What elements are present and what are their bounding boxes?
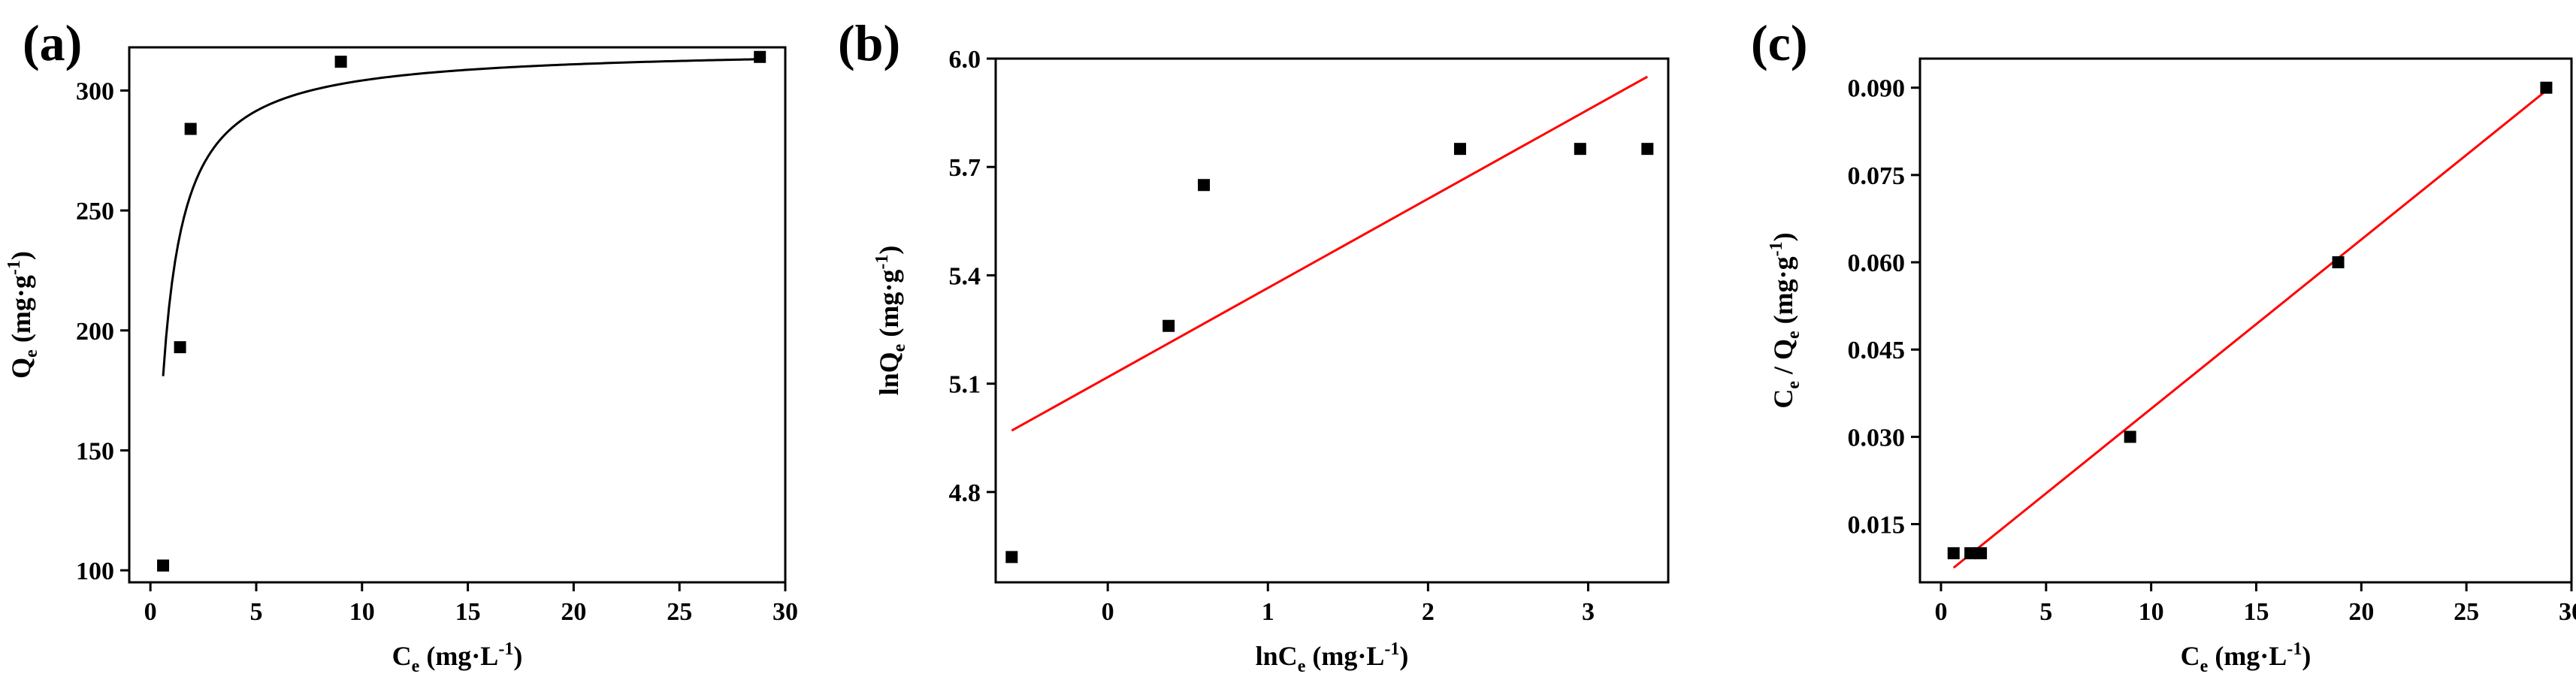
x-axis-title: lnCe (mg·L-1) xyxy=(1256,639,1409,676)
y-axis-title: Ce / Qe (mg·g-1) xyxy=(1767,232,1804,408)
y-tick-label: 0.075 xyxy=(1848,162,1906,190)
y-tick-label: 5.7 xyxy=(949,154,981,182)
panel-label: (a) xyxy=(23,14,82,71)
x-tick-label: 15 xyxy=(2243,598,2269,626)
x-tick-label: 1 xyxy=(1262,598,1274,626)
data-point xyxy=(1163,319,1175,332)
data-point xyxy=(157,559,170,572)
x-tick-label: 0 xyxy=(144,598,157,626)
x-tick-label: 3 xyxy=(1582,598,1595,626)
y-tick-label: 0.090 xyxy=(1848,75,1906,103)
data-point xyxy=(1574,143,1586,156)
y-axis-title: Qe (mg·g-1) xyxy=(5,251,41,379)
data-point xyxy=(1453,143,1466,156)
y-tick-label: 5.4 xyxy=(949,262,981,290)
data-point xyxy=(2540,81,2553,94)
plot-frame xyxy=(994,57,1670,584)
x-tick-label: 0 xyxy=(1934,598,1947,626)
x-tick-label: 0 xyxy=(1102,598,1114,626)
x-tick-label: 25 xyxy=(2454,598,2479,626)
panel-a: (a) 0 5 10 15 20 25 30 100 150 200 250 300 Ce (mg·L-1… xyxy=(5,14,798,676)
data-point xyxy=(1964,547,1977,560)
data-point xyxy=(1005,551,1018,564)
y-tick-label: 5.1 xyxy=(949,371,981,399)
x-tick-label: 20 xyxy=(2348,598,2374,626)
x-tick-label: 25 xyxy=(667,598,692,626)
y-tick-label: 0.060 xyxy=(1848,249,1906,277)
data-point xyxy=(2332,256,2345,269)
x-tick-label: 5 xyxy=(249,598,262,626)
x-tick-label: 10 xyxy=(2139,598,2164,626)
x-tick-label: 10 xyxy=(349,598,375,626)
y-tick-label: 0.015 xyxy=(1848,512,1906,539)
x-axis-title: Ce (mg·L-1) xyxy=(2181,639,2311,676)
y-tick-label: 300 xyxy=(76,77,114,105)
panel-b: (b) 0 1 2 3 4.8 5.1 5.4 5.7 6.0 lnCe (mg·L-1) lnQe … xyxy=(838,14,1670,676)
data-point xyxy=(184,122,197,135)
plot-frame xyxy=(1918,57,2573,584)
y-tick-label: 100 xyxy=(76,558,114,585)
fit-curve xyxy=(162,58,760,376)
fit-line xyxy=(1952,89,2547,569)
data-point xyxy=(334,56,347,68)
fit-line xyxy=(1011,75,1649,432)
panel-c: (c) 0 5 10 15 20 25 30 0.015 0.030 0.045 0.060 0.075… xyxy=(1751,14,2576,676)
x-tick-label: 5 xyxy=(2039,598,2052,626)
data-point xyxy=(1641,143,1654,156)
y-tick-label: 200 xyxy=(76,318,114,346)
y-tick-label: 0.045 xyxy=(1848,337,1906,364)
panel-label: (c) xyxy=(1751,14,1807,71)
data-point xyxy=(1947,547,1960,560)
data-point xyxy=(174,341,186,354)
y-tick-label: 250 xyxy=(76,198,114,225)
panel-label: (b) xyxy=(838,14,900,71)
x-tick-label: 20 xyxy=(561,598,586,626)
data-point xyxy=(1975,547,1988,560)
x-tick-label: 15 xyxy=(455,598,481,626)
x-tick-label: 2 xyxy=(1422,598,1435,626)
plot-frame xyxy=(128,46,787,584)
y-axis-title: lnQe (mg·g-1) xyxy=(872,246,909,396)
x-axis-title: Ce (mg·L-1) xyxy=(392,639,523,676)
y-tick-label: 4.8 xyxy=(949,479,981,507)
x-tick-label: 30 xyxy=(772,598,798,626)
data-point xyxy=(2124,431,2136,443)
y-tick-label: 150 xyxy=(76,437,114,465)
y-tick-label: 0.030 xyxy=(1848,424,1906,452)
data-point xyxy=(754,50,766,63)
x-tick-label: 30 xyxy=(2559,598,2576,626)
y-tick-label: 6.0 xyxy=(949,46,981,74)
data-point xyxy=(1198,179,1211,192)
